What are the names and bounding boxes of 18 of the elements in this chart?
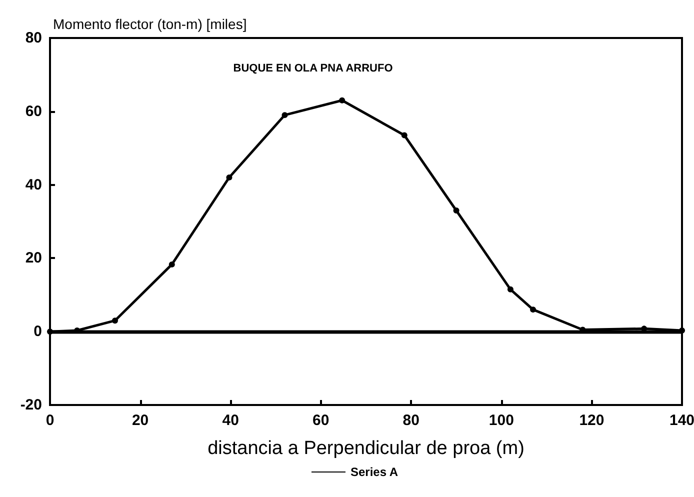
x-tick-label: 100 — [488, 412, 514, 429]
x-tick-label: 40 — [222, 412, 239, 429]
x-tick-label: 20 — [132, 412, 149, 429]
x-tick-label: 60 — [312, 412, 330, 429]
x-axis-title: distancia a Perpendicular de proa (m) — [208, 438, 524, 459]
y-tick-label: 20 — [25, 250, 42, 267]
legend-label: Series A — [350, 465, 398, 479]
x-tick-label: 80 — [402, 412, 420, 429]
x-tick-label: 0 — [46, 412, 54, 429]
text: BUQUE EN OLA PNA ARRUFO — [233, 62, 394, 74]
y-tick-label: 40 — [25, 176, 42, 194]
y-tick-label: -20 — [20, 396, 42, 414]
y-tick-label: 80 — [25, 30, 42, 46]
y-axis-title: Momento flector (ton-m) [miles] — [53, 16, 247, 32]
x-tick-label: 120 — [579, 412, 604, 429]
x-tick-label: 140 — [669, 412, 694, 429]
y-tick-label: 60 — [25, 102, 42, 120]
y-tick-label: 0 — [34, 323, 42, 340]
